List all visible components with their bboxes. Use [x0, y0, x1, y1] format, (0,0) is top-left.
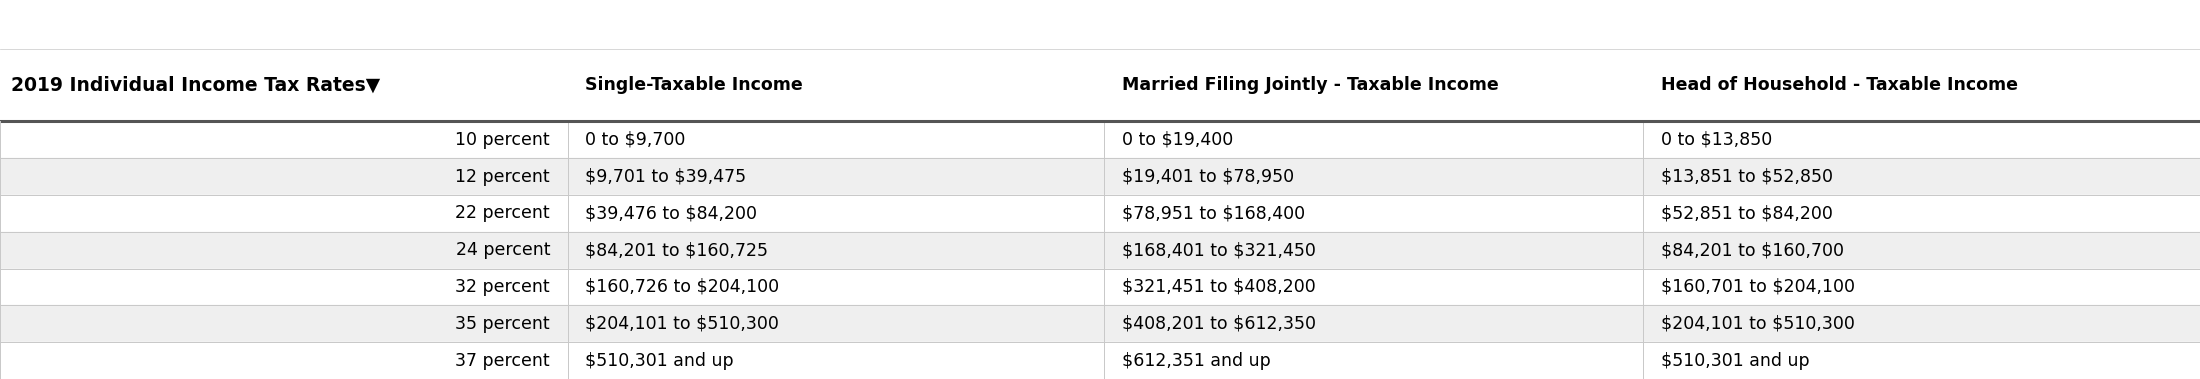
Text: \$52,851 to \$84,200: \$52,851 to \$84,200 — [1661, 204, 1833, 222]
Text: \$160,701 to \$204,100: \$160,701 to \$204,100 — [1661, 278, 1855, 296]
Text: 32 percent: 32 percent — [455, 278, 550, 296]
Bar — [0, 342, 2200, 379]
Text: \$510,301 and up: \$510,301 and up — [585, 352, 735, 370]
Text: 24 percent: 24 percent — [455, 241, 550, 259]
Text: Married Filing Jointly - Taxable Income: Married Filing Jointly - Taxable Income — [1122, 76, 1498, 94]
Text: \$13,851 to \$52,850: \$13,851 to \$52,850 — [1661, 168, 1833, 185]
Text: 12 percent: 12 percent — [455, 168, 550, 185]
Text: \$204,101 to \$510,300: \$204,101 to \$510,300 — [585, 315, 779, 333]
Text: \$19,401 to \$78,950: \$19,401 to \$78,950 — [1122, 168, 1294, 185]
Text: \$9,701 to \$39,475: \$9,701 to \$39,475 — [585, 168, 746, 185]
Bar — [0, 269, 2200, 305]
Bar — [0, 232, 2200, 269]
Text: 22 percent: 22 percent — [455, 204, 550, 222]
Text: \$321,451 to \$408,200: \$321,451 to \$408,200 — [1122, 278, 1316, 296]
Text: 35 percent: 35 percent — [455, 315, 550, 333]
Text: 0 to \$9,700: 0 to \$9,700 — [585, 131, 686, 149]
Bar — [0, 49, 2200, 121]
Text: \$160,726 to \$204,100: \$160,726 to \$204,100 — [585, 278, 779, 296]
Text: 2019 Individual Income Tax Rates▼: 2019 Individual Income Tax Rates▼ — [11, 76, 381, 95]
Text: 0 to \$19,400: 0 to \$19,400 — [1122, 131, 1234, 149]
Text: 0 to \$13,850: 0 to \$13,850 — [1661, 131, 1773, 149]
Bar — [0, 121, 2200, 158]
Text: \$78,951 to \$168,400: \$78,951 to \$168,400 — [1122, 204, 1305, 222]
Text: \$39,476 to \$84,200: \$39,476 to \$84,200 — [585, 204, 757, 222]
Text: \$84,201 to \$160,700: \$84,201 to \$160,700 — [1661, 241, 1844, 259]
Text: Single-Taxable Income: Single-Taxable Income — [585, 76, 803, 94]
Text: 37 percent: 37 percent — [455, 352, 550, 370]
Bar — [0, 195, 2200, 232]
Text: Head of Household - Taxable Income: Head of Household - Taxable Income — [1661, 76, 2017, 94]
Text: \$204,101 to \$510,300: \$204,101 to \$510,300 — [1661, 315, 1855, 333]
Text: 10 percent: 10 percent — [455, 131, 550, 149]
Text: \$612,351 and up: \$612,351 and up — [1122, 352, 1272, 370]
Text: \$84,201 to \$160,725: \$84,201 to \$160,725 — [585, 241, 768, 259]
Bar — [0, 305, 2200, 342]
Bar — [0, 158, 2200, 195]
Text: \$168,401 to \$321,450: \$168,401 to \$321,450 — [1122, 241, 1316, 259]
Text: \$510,301 and up: \$510,301 and up — [1661, 352, 1811, 370]
Text: \$408,201 to \$612,350: \$408,201 to \$612,350 — [1122, 315, 1316, 333]
